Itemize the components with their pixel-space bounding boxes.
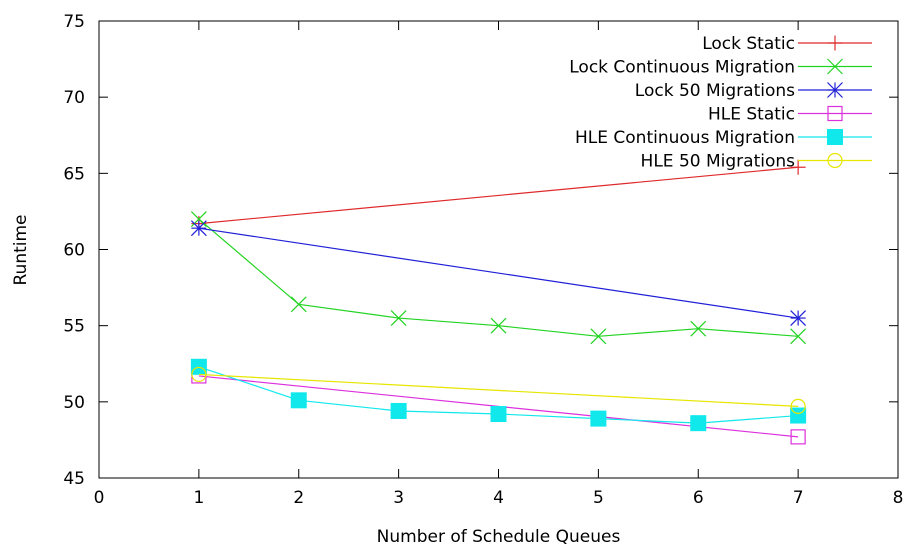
y-tick-label-3: 60 <box>63 241 85 261</box>
series-4-point-2-box <box>390 402 407 419</box>
series-1-point-1-d2 <box>290 296 307 313</box>
y-axis-label: Runtime <box>11 214 31 285</box>
series-1-point-4 <box>590 328 607 345</box>
y-tick-label-0: 45 <box>63 469 85 489</box>
y-tick-label-2: 55 <box>63 317 85 337</box>
x-tick-label-1: 1 <box>193 488 204 508</box>
series-1-point-5-d2 <box>690 320 707 337</box>
x-tick-label-0: 0 <box>94 488 105 508</box>
series-4-point-1 <box>290 392 307 409</box>
legend-marker-4-box <box>827 129 843 145</box>
series-2-line <box>198 227 799 319</box>
legend-label-0: Lock Static <box>702 34 795 54</box>
series-2-point-1-d2 <box>790 310 807 326</box>
x-tick-label-8: 8 <box>893 488 904 508</box>
series-5-point-1-ring <box>790 398 806 415</box>
series-1-point-3-d2 <box>490 317 507 334</box>
series-1-point-2 <box>390 310 407 326</box>
series-1-point-6 <box>790 328 807 345</box>
series-4-point-5 <box>690 415 707 432</box>
legend-marker-1-d2 <box>827 58 843 75</box>
legend-marker-0 <box>827 35 843 51</box>
legend-label-2: Lock 50 Migrations <box>635 81 795 101</box>
x-tick-label-7: 7 <box>793 488 804 508</box>
legend-marker-5 <box>827 152 843 169</box>
series-5-point-0 <box>191 366 207 383</box>
legend-entry-5: HLE 50 Migrations <box>641 152 872 172</box>
legend-entry-4: HLE Continuous Migration <box>575 128 872 148</box>
series-5 <box>191 366 806 415</box>
legend-entry-1: Lock Continuous Migration <box>569 58 872 78</box>
legend-marker-3-box <box>827 105 843 122</box>
series-0-point-1 <box>790 159 806 175</box>
legend-marker-2-d2 <box>827 82 843 98</box>
series-4 <box>190 358 807 432</box>
series-4-point-0 <box>190 358 207 375</box>
legend-marker-2 <box>827 82 843 98</box>
series-4-point-4 <box>590 410 607 427</box>
legend-marker-1 <box>827 58 843 75</box>
series-1-point-4-d2 <box>590 328 607 345</box>
legend-label-1: Lock Continuous Migration <box>569 58 795 78</box>
y-tick-label-5: 70 <box>63 88 85 108</box>
x-tick-label-5: 5 <box>593 488 604 508</box>
series-5-line <box>198 373 799 408</box>
x-axis-label: Number of Schedule Queues <box>377 527 621 546</box>
y-tick-label-1: 50 <box>63 393 85 413</box>
series-1-point-6-d2 <box>790 328 807 345</box>
series-2-point-1 <box>790 310 807 326</box>
series-4-point-1-box <box>290 392 307 409</box>
legend-marker-5-ring <box>827 152 843 169</box>
series-5-point-0-ring <box>191 366 207 383</box>
series-5-point-1 <box>790 398 806 415</box>
series-4-point-5-box <box>690 415 707 432</box>
series-4-point-0-box <box>190 358 207 375</box>
y-tick-label-4: 65 <box>63 164 85 184</box>
legend-marker-3 <box>827 105 843 122</box>
legend-entry-0: Lock Static <box>702 34 872 54</box>
series-1-point-1 <box>290 296 307 313</box>
series-1-point-3 <box>490 317 507 334</box>
legend-label-4: HLE Continuous Migration <box>575 128 795 148</box>
series-0-line <box>198 166 799 225</box>
x-tick-label-2: 2 <box>293 488 304 508</box>
legend-marker-4 <box>827 129 843 145</box>
legend-label-5: HLE 50 Migrations <box>641 152 796 172</box>
series-4-point-4-box <box>590 410 607 427</box>
series-2 <box>190 220 807 326</box>
series-4-point-2 <box>390 402 407 419</box>
legend-entry-2: Lock 50 Migrations <box>635 81 872 101</box>
x-tick-label-6: 6 <box>693 488 704 508</box>
series-1-point-0 <box>190 211 207 227</box>
series-1 <box>190 211 807 345</box>
legend-entry-3: HLE Static <box>708 105 872 125</box>
y-tick-label-6: 75 <box>63 12 85 32</box>
series-4-point-3-box <box>490 406 507 423</box>
x-tick-label-3: 3 <box>393 488 404 508</box>
series-4-point-3 <box>490 406 507 423</box>
series-1-point-0-d2 <box>190 211 207 227</box>
series-3-point-1-box <box>790 429 806 445</box>
series-2-point-0-d2 <box>190 220 207 237</box>
series-1-point-5 <box>690 320 707 337</box>
series-2-point-0 <box>190 220 207 237</box>
series-1-point-2-d2 <box>390 310 407 326</box>
legend-label-3: HLE Static <box>708 105 795 125</box>
x-tick-label-4: 4 <box>493 488 504 508</box>
series-1-line <box>198 218 799 337</box>
series-3-point-1 <box>790 429 806 445</box>
